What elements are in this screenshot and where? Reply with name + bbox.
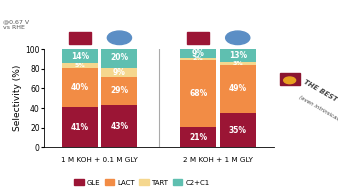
Text: THE BEST: THE BEST [303,79,338,103]
Bar [220,49,256,62]
Bar [101,48,138,68]
Bar [62,68,98,107]
Bar [62,107,98,147]
Bar [101,68,138,77]
Text: 20%: 20% [111,53,128,63]
Bar [101,105,138,147]
Text: 21%: 21% [189,133,207,142]
Text: (even intrinsically!): (even intrinsically!) [298,94,338,125]
Text: @0.67 V
vs RHE: @0.67 V vs RHE [3,19,29,30]
Bar [180,49,216,58]
Bar [220,65,256,113]
Y-axis label: Selectivity (%): Selectivity (%) [14,65,23,132]
Text: 9%: 9% [113,68,126,77]
Text: 9%: 9% [192,49,205,58]
Text: 3%: 3% [232,61,243,66]
Text: 13%: 13% [229,51,247,60]
Bar [180,127,216,147]
Bar [220,113,256,147]
Text: 40%: 40% [71,83,89,92]
Bar [180,58,216,60]
Legend: GLE, LACT, TART, C2+C1: GLE, LACT, TART, C2+C1 [74,179,210,186]
Bar [101,77,138,105]
Text: 35%: 35% [229,126,247,135]
Text: 68%: 68% [189,89,208,98]
Text: 29%: 29% [111,86,128,95]
Text: 41%: 41% [71,123,89,132]
Bar [62,63,98,68]
Text: 14%: 14% [71,52,89,60]
Bar [220,62,256,65]
Text: 49%: 49% [229,84,247,93]
Text: 5%: 5% [75,63,86,68]
Bar [62,49,98,63]
Bar [180,60,216,127]
Text: 2%: 2% [193,57,204,61]
Text: 43%: 43% [111,122,128,131]
